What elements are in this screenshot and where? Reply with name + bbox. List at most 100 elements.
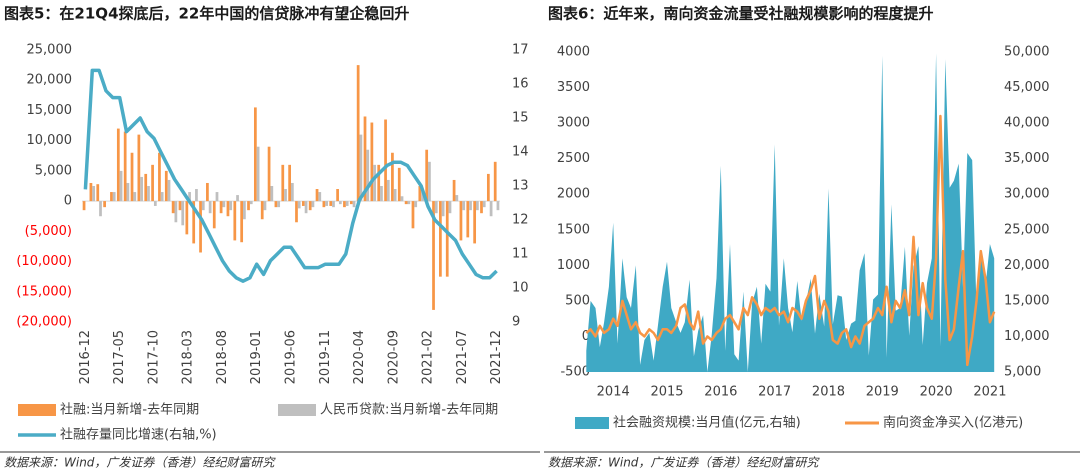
bar [493,161,497,202]
y-tick-label: 3500 [557,80,590,95]
bar [270,186,274,202]
bar [373,164,376,202]
bar [469,201,472,211]
legend-swatch [278,404,316,416]
x-tick-label: 2016 [704,385,737,400]
y2-tick-label: 10,000 [1004,329,1050,344]
bar [462,201,466,211]
y2-tick-label: 11 [512,247,529,262]
y2-tick-label: 16 [512,77,529,92]
bar [137,134,141,202]
bar [301,201,305,206]
bar [363,116,367,202]
bar [434,201,438,214]
bar [428,161,431,202]
bar [256,146,260,202]
y2-tick-label: 20,000 [1004,258,1050,273]
y-tick-label: 0 [64,194,72,209]
line [83,68,498,283]
y-tick-label: (5,000) [25,224,72,239]
bar [130,152,134,202]
bar [315,189,319,202]
y2-tick-label: 25,000 [1004,222,1050,237]
x-tick-label: 2020-09 [386,330,401,384]
bar [133,192,137,202]
y2-tick-label: 45,000 [1004,80,1050,95]
chart-title: 图表5：在21Q4探底后，22年中国的信贷脉冲有望企稳回升 [4,5,409,23]
y2-tick-label: 30,000 [1004,187,1050,202]
y-tick-label: 2000 [557,187,590,202]
bar [284,189,287,202]
bar [349,201,353,205]
bar [384,119,387,202]
y-tick-label: 15,000 [27,103,73,118]
bar [308,201,312,211]
bar [201,201,205,211]
bar [291,182,294,202]
y2-tick-label: 10 [512,281,529,296]
source: 数据来源：Wind，广发证券（香港）经纪财富研究 [548,456,820,470]
bar [119,170,123,202]
x-tick-label: 2018-03 [181,330,196,384]
bar [126,182,130,202]
bar [295,201,298,223]
bar [486,173,490,202]
bar [110,192,113,202]
bar [260,201,264,220]
bar [432,201,435,310]
bar [249,201,253,205]
legend-label: 社会融资规模:当月值(亿元,右轴) [613,415,801,431]
bar [185,201,189,235]
bar [386,179,390,202]
bar [288,164,291,202]
x-tick-label: 2017-10 [146,330,161,384]
bar [277,201,281,208]
y-tick-label: (20,000) [16,315,72,330]
y-tick-label: 10,000 [27,133,73,148]
bar [476,201,479,211]
bar [297,201,301,209]
bar [92,186,96,202]
bar [147,186,150,202]
y-tick-label: -500 [560,365,590,380]
bar [167,179,171,202]
bar [140,176,143,202]
y-tick-label: 5,000 [35,163,72,178]
bar [329,201,333,206]
bar [489,201,493,217]
bar [336,189,339,202]
x-tick-label: 2016-12 [78,330,93,384]
y-tick-label: 1500 [557,222,590,237]
bar [421,192,424,202]
bar [411,201,415,229]
bar [215,192,219,202]
bar [103,201,106,208]
bar [192,201,196,244]
bar [393,189,397,202]
y-tick-label: 3000 [557,116,590,131]
y-tick-label: 4000 [557,45,590,60]
bar [459,201,463,241]
x-tick-label: 2018 [812,385,845,400]
x-tick-label: 2020-04 [352,330,367,384]
bar [199,201,202,253]
y-tick-label: 0 [582,329,590,344]
y2-tick-label: 35,000 [1004,151,1050,166]
x-tick-label: 2014 [597,385,630,400]
bar [229,201,233,211]
legend-swatch [575,417,609,429]
bar [352,201,356,208]
bar [404,201,408,205]
bar [345,201,349,206]
bar [226,201,230,217]
bar [82,201,86,211]
bar [243,201,246,220]
bar [482,201,486,208]
bar [325,201,329,206]
y-tick-label: 20,000 [27,73,73,88]
legend-label: 南向资金净买入(亿港元) [883,415,1023,431]
bar [219,201,223,214]
bar [414,201,418,208]
bar [96,184,100,202]
bar [304,201,308,214]
